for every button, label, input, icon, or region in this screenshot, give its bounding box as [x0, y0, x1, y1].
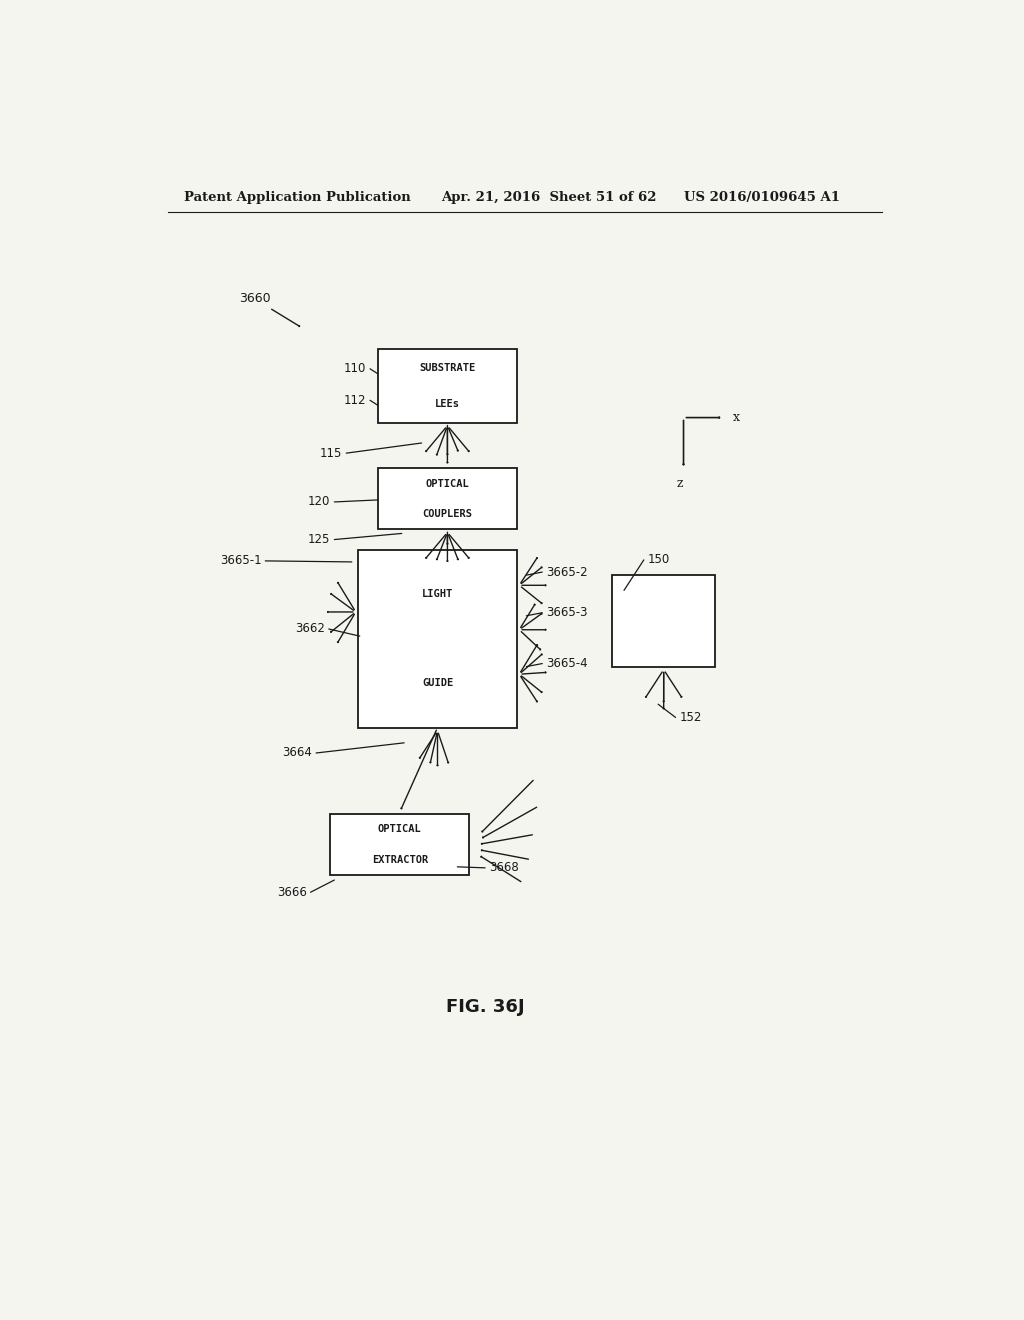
Text: 3665-4: 3665-4 — [546, 657, 588, 671]
Text: 150: 150 — [648, 553, 670, 566]
Text: 3665-3: 3665-3 — [546, 606, 588, 619]
Bar — [378, 350, 517, 422]
Text: Apr. 21, 2016  Sheet 51 of 62: Apr. 21, 2016 Sheet 51 of 62 — [441, 191, 657, 205]
Text: COUPLERS: COUPLERS — [423, 510, 472, 519]
Text: 3664: 3664 — [283, 747, 312, 759]
Text: 3668: 3668 — [489, 862, 519, 874]
Text: 125: 125 — [308, 533, 331, 546]
Bar — [331, 814, 469, 875]
Text: x: x — [733, 411, 739, 424]
Text: SUBSTRATE: SUBSTRATE — [419, 363, 475, 372]
Text: GUIDE: GUIDE — [422, 678, 454, 688]
Text: 110: 110 — [344, 362, 367, 375]
Text: OPTICAL: OPTICAL — [378, 824, 422, 834]
Text: 3662: 3662 — [295, 623, 325, 635]
Text: LIGHT: LIGHT — [422, 589, 454, 599]
Text: 3666: 3666 — [276, 886, 306, 899]
Bar — [612, 576, 715, 667]
Text: z: z — [676, 477, 683, 490]
Text: 115: 115 — [319, 446, 342, 459]
Text: Patent Application Publication: Patent Application Publication — [183, 191, 411, 205]
Text: 3665-2: 3665-2 — [546, 565, 588, 578]
Text: FIG. 36J: FIG. 36J — [445, 998, 524, 1016]
Text: 3660: 3660 — [240, 292, 270, 305]
Text: 112: 112 — [344, 393, 367, 407]
Text: 3665-1: 3665-1 — [220, 554, 261, 568]
Text: 120: 120 — [308, 495, 331, 508]
Text: EXTRACTOR: EXTRACTOR — [372, 855, 428, 865]
Text: 152: 152 — [680, 711, 701, 723]
Text: LEEs: LEEs — [435, 400, 460, 409]
Text: OPTICAL: OPTICAL — [426, 479, 469, 488]
Text: US 2016/0109645 A1: US 2016/0109645 A1 — [684, 191, 840, 205]
Bar — [378, 469, 517, 529]
Bar — [358, 549, 517, 727]
